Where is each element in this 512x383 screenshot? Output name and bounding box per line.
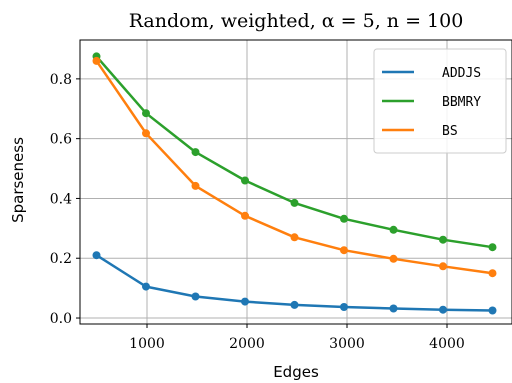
data-point-bs — [92, 56, 101, 65]
data-point-bs — [488, 269, 497, 278]
data-point-bs — [191, 181, 200, 190]
chart-title: Random, weighted, α = 5, n = 100 — [129, 10, 464, 32]
data-point-addjs — [241, 297, 249, 306]
data-point-addjs — [142, 282, 150, 291]
legend: ADDJS BBMRY BS — [373, 48, 507, 154]
data-point-bbmry — [488, 243, 497, 252]
legend-label-bbmry: BBMRY — [442, 95, 481, 110]
data-point-bbmry — [439, 235, 447, 244]
y-tick-label: 0.0 — [50, 311, 72, 327]
data-point-bs — [340, 246, 348, 255]
data-point-bs — [439, 262, 447, 271]
data-point-bs — [241, 211, 249, 220]
data-point-addjs — [340, 303, 348, 311]
data-point-addjs — [191, 292, 200, 301]
y-tick-label: 0.4 — [50, 191, 72, 207]
legend-label-addjs: ADDJS — [442, 66, 481, 81]
data-point-addjs — [389, 304, 398, 313]
x-tick-label: 3000 — [329, 336, 365, 352]
x-tick-label: 2000 — [229, 336, 265, 352]
y-tick-label: 0.8 — [50, 72, 72, 88]
data-point-bs — [389, 254, 398, 263]
data-point-addjs — [439, 305, 447, 314]
y-axis-label: Sparseness — [9, 137, 27, 223]
y-tick-label: 0.6 — [50, 132, 72, 148]
data-point-addjs — [92, 251, 101, 260]
data-point-addjs — [488, 306, 497, 315]
data-point-bbmry — [290, 198, 299, 207]
data-point-bbmry — [340, 214, 348, 223]
data-point-bbmry — [389, 225, 398, 234]
x-tick-label: 4000 — [429, 336, 465, 352]
data-point-bs — [290, 233, 299, 242]
legend-label-bs: BS — [442, 124, 458, 139]
data-point-bbmry — [142, 109, 150, 118]
data-point-bbmry — [191, 148, 200, 157]
data-point-addjs — [290, 300, 299, 309]
ticks: 1000 2000 3000 4000 0.0 0.2 0.4 0.6 0.8 — [50, 72, 465, 352]
data-point-bbmry — [241, 176, 249, 185]
legend-box — [373, 48, 507, 154]
x-tick-label: 1000 — [129, 336, 165, 352]
series-layer — [92, 52, 497, 315]
plot-frame — [79, 39, 512, 325]
data-point-bs — [142, 129, 150, 138]
x-axis-label: Edges — [273, 363, 319, 381]
y-tick-label: 0.2 — [50, 251, 72, 267]
